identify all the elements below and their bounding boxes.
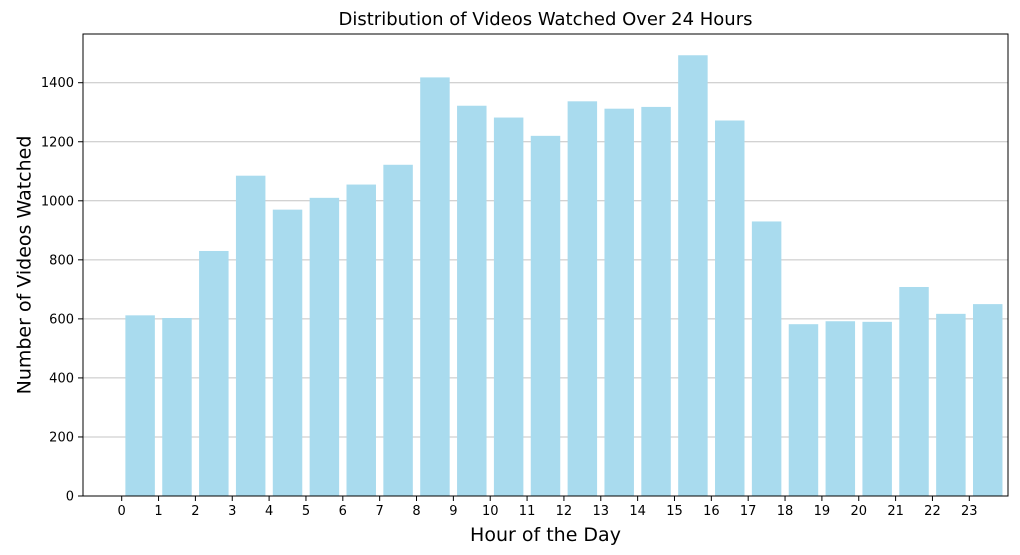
x-tick-label: 19 — [814, 504, 831, 519]
x-tick-label: 12 — [556, 504, 573, 519]
x-tick-label: 23 — [961, 504, 978, 519]
bar-hour-7 — [383, 164, 413, 497]
x-tick-label: 20 — [850, 504, 867, 519]
chart-title: Distribution of Videos Watched Over 24 H… — [339, 9, 753, 30]
bar-hour-2 — [199, 250, 229, 496]
x-tick-label: 0 — [118, 504, 126, 519]
y-tick-label: 400 — [49, 371, 74, 386]
x-axis-ticks: 0 1 2 3 4 5 6 7 8 9 10 11 12 13 14 15 16 17 18 19 20 21 22 23 — [118, 496, 978, 519]
x-tick-label: 10 — [482, 504, 499, 519]
bar-hour-9 — [457, 105, 487, 496]
bar-hour-13 — [604, 108, 634, 497]
bar-hour-14 — [641, 106, 671, 496]
bar-hour-18 — [788, 324, 819, 496]
y-tick-label: 1000 — [41, 194, 74, 209]
bar-hour-16 — [715, 120, 745, 496]
bar-hour-5 — [309, 197, 340, 496]
x-tick-label: 4 — [265, 504, 273, 519]
y-axis-title: Number of Videos Watched — [14, 136, 36, 395]
x-tick-label: 13 — [593, 504, 610, 519]
y-tick-label: 1400 — [41, 76, 74, 91]
bar-hour-0 — [125, 315, 155, 496]
x-tick-label: 15 — [666, 504, 683, 519]
bar-hour-11 — [530, 135, 561, 496]
y-axis-ticks: 0 200 400 600 800 1000 1200 1400 — [41, 76, 83, 505]
x-tick-label: 6 — [339, 504, 347, 519]
bar-hour-4 — [272, 209, 303, 496]
bar-hour-23 — [972, 304, 1003, 496]
x-tick-label: 14 — [629, 504, 646, 519]
x-tick-label: 11 — [519, 504, 536, 519]
x-tick-label: 16 — [703, 504, 720, 519]
bar-hour-15 — [678, 55, 708, 497]
y-tick-label: 600 — [49, 312, 74, 327]
y-tick-label: 200 — [49, 430, 74, 445]
x-tick-label: 21 — [887, 504, 904, 519]
x-tick-label: 1 — [154, 504, 162, 519]
plot-frame — [82, 33, 1009, 497]
bar-hour-6 — [346, 184, 376, 496]
bar-hour-19 — [825, 321, 856, 496]
y-tick-label: 800 — [49, 253, 74, 268]
x-tick-label: 17 — [740, 504, 757, 519]
x-tick-label: 18 — [777, 504, 794, 519]
bar-hour-20 — [862, 321, 892, 496]
x-tick-label: 22 — [924, 504, 941, 519]
bar-hour-22 — [936, 313, 966, 496]
x-tick-label: 5 — [302, 504, 310, 519]
y-tick-label: 1200 — [41, 135, 74, 150]
x-tick-label: 8 — [412, 504, 420, 519]
bar-hour-8 — [420, 77, 450, 496]
x-axis-title: Hour of the Day — [470, 524, 621, 546]
bar-hour-3 — [235, 175, 266, 496]
y-tick-label: 0 — [66, 490, 74, 505]
bar-hour-12 — [567, 101, 598, 497]
x-tick-label: 3 — [228, 504, 236, 519]
x-tick-label: 9 — [449, 504, 457, 519]
bar-hour-10 — [493, 117, 524, 497]
bar-hour-17 — [751, 221, 782, 497]
x-tick-label: 2 — [191, 504, 199, 519]
bar-hour-21 — [899, 286, 929, 496]
bars-group — [125, 55, 1003, 497]
bar-hour-1 — [162, 317, 192, 496]
x-tick-label: 7 — [376, 504, 384, 519]
